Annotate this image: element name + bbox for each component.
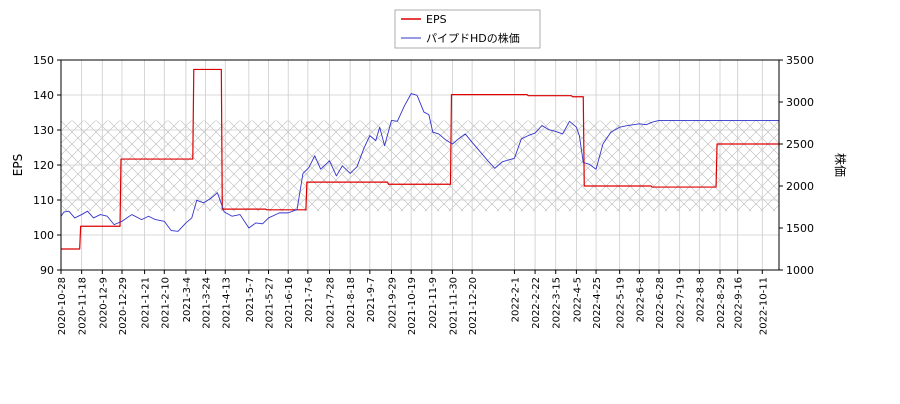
legend-label-eps: EPS <box>426 13 447 26</box>
x-tick-label: 2021-9-7 <box>366 277 377 322</box>
y2-tick-label: 2500 <box>786 138 814 151</box>
eps-series-line <box>61 68 779 250</box>
x-tick-label: 2022-6-28 <box>655 277 666 329</box>
y-tick-label: 150 <box>33 54 54 67</box>
y2-tick-label: 3500 <box>786 54 814 67</box>
x-tick-label: 2022-7-19 <box>676 277 687 329</box>
x-tick-label: 2020-12-9 <box>98 277 109 329</box>
y2-tick-label: 1000 <box>786 264 814 277</box>
y2-tick-label: 1500 <box>786 222 814 235</box>
x-tick-label: 2022-6-8 <box>635 277 646 322</box>
series-lines <box>61 68 779 250</box>
x-tick-label: 2022-9-16 <box>734 277 745 329</box>
grid <box>60 59 779 271</box>
x-tick-label: 2022-2-22 <box>531 277 542 329</box>
x-tick-label: 2021-9-29 <box>387 277 398 329</box>
y-tick-label: 100 <box>33 229 54 242</box>
price-range-band <box>61 120 779 212</box>
x-tick-label: 2021-1-21 <box>141 277 152 329</box>
axes: 90 100 110 120 130 140 150 1000 1500 2000 2500 3000… <box>33 54 814 335</box>
x-tick-label: 2022-2-1 <box>510 277 521 322</box>
legend-box <box>394 9 541 49</box>
legend: EPS パイプドHDの株価 <box>394 9 541 49</box>
x-tick-label: 2022-8-8 <box>695 277 706 322</box>
x-tick-label: 2021-7-28 <box>326 277 337 329</box>
x-tick-label: 2021-4-13 <box>221 277 232 329</box>
stock-price-series-line <box>61 93 779 232</box>
x-tick-label: 2021-3-24 <box>202 277 213 329</box>
y-tick-label: 110 <box>33 194 54 207</box>
y2-axis-label: 株価 <box>833 153 848 177</box>
y-tick-label: 90 <box>40 264 54 277</box>
x-tick-label: 2021-8-18 <box>346 277 357 329</box>
x-tick-label: 2021-7-6 <box>304 277 315 322</box>
hatch-band <box>61 120 779 212</box>
x-tick-label: 2021-11-30 <box>448 277 459 335</box>
x-tick-label: 2021-5-27 <box>265 277 276 329</box>
y2-tick-label: 2000 <box>786 180 814 193</box>
x-tick-label: 2022-10-11 <box>758 277 769 335</box>
x-tick-label: 2021-10-19 <box>407 277 418 335</box>
x-tick-label: 2022-5-19 <box>616 277 627 329</box>
y-tick-label: 140 <box>33 89 54 102</box>
x-tick-label: 2022-8-29 <box>716 277 727 329</box>
x-tick-label: 2020-12-29 <box>118 277 129 335</box>
x-tick-label: 2021-2-10 <box>160 277 171 329</box>
y2-tick-label: 3000 <box>786 96 814 109</box>
x-tick-label: 2020-10-28 <box>57 277 68 335</box>
x-tick-label: 2021-3-4 <box>182 277 193 322</box>
y-tick-label: 130 <box>33 124 54 137</box>
y-tick-label: 120 <box>33 159 54 172</box>
legend-label-stock-price: パイプドHDの株価 <box>426 31 520 45</box>
x-tick-label: 2022-3-15 <box>552 277 563 329</box>
x-tick-label: 2021-11-9 <box>428 277 439 329</box>
x-tick-label: 2021-6-16 <box>284 277 295 329</box>
x-tick-label: 2021-12-20 <box>468 277 479 335</box>
x-tick-label: 2022-4-5 <box>572 277 583 322</box>
x-tick-label: 2020-11-18 <box>78 277 89 335</box>
x-tick-label: 2021-5-7 <box>245 277 256 322</box>
x-tick-label: 2022-4-25 <box>592 277 603 329</box>
y-axis-label: EPS <box>11 154 25 176</box>
